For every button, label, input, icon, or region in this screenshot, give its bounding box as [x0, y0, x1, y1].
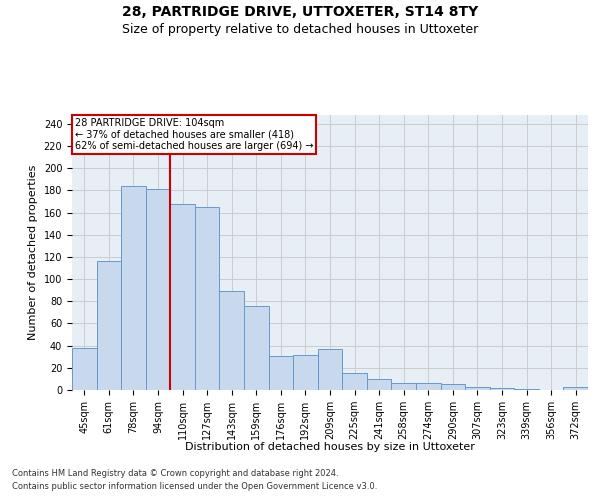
Text: Contains public sector information licensed under the Open Government Licence v3: Contains public sector information licen… [12, 482, 377, 491]
Text: Size of property relative to detached houses in Uttoxeter: Size of property relative to detached ho… [122, 22, 478, 36]
Bar [220, 292, 244, 390]
Bar [563, 386, 588, 390]
Bar [146, 190, 170, 390]
Bar [416, 384, 440, 390]
Bar [342, 374, 367, 390]
Bar [391, 384, 416, 390]
Bar [440, 384, 465, 390]
Bar [465, 386, 490, 390]
Bar [72, 348, 97, 390]
Bar [244, 306, 269, 390]
Bar [195, 207, 220, 390]
Bar [490, 388, 514, 390]
Bar [269, 356, 293, 390]
Bar [170, 204, 195, 390]
Text: Distribution of detached houses by size in Uttoxeter: Distribution of detached houses by size … [185, 442, 475, 452]
Y-axis label: Number of detached properties: Number of detached properties [28, 165, 38, 340]
Bar [293, 354, 318, 390]
Bar [97, 262, 121, 390]
Bar [514, 389, 539, 390]
Bar [367, 379, 391, 390]
Bar [318, 349, 342, 390]
Bar [121, 186, 146, 390]
Text: 28 PARTRIDGE DRIVE: 104sqm
← 37% of detached houses are smaller (418)
62% of sem: 28 PARTRIDGE DRIVE: 104sqm ← 37% of deta… [74, 118, 313, 151]
Text: Contains HM Land Registry data © Crown copyright and database right 2024.: Contains HM Land Registry data © Crown c… [12, 468, 338, 477]
Text: 28, PARTRIDGE DRIVE, UTTOXETER, ST14 8TY: 28, PARTRIDGE DRIVE, UTTOXETER, ST14 8TY [122, 5, 478, 19]
